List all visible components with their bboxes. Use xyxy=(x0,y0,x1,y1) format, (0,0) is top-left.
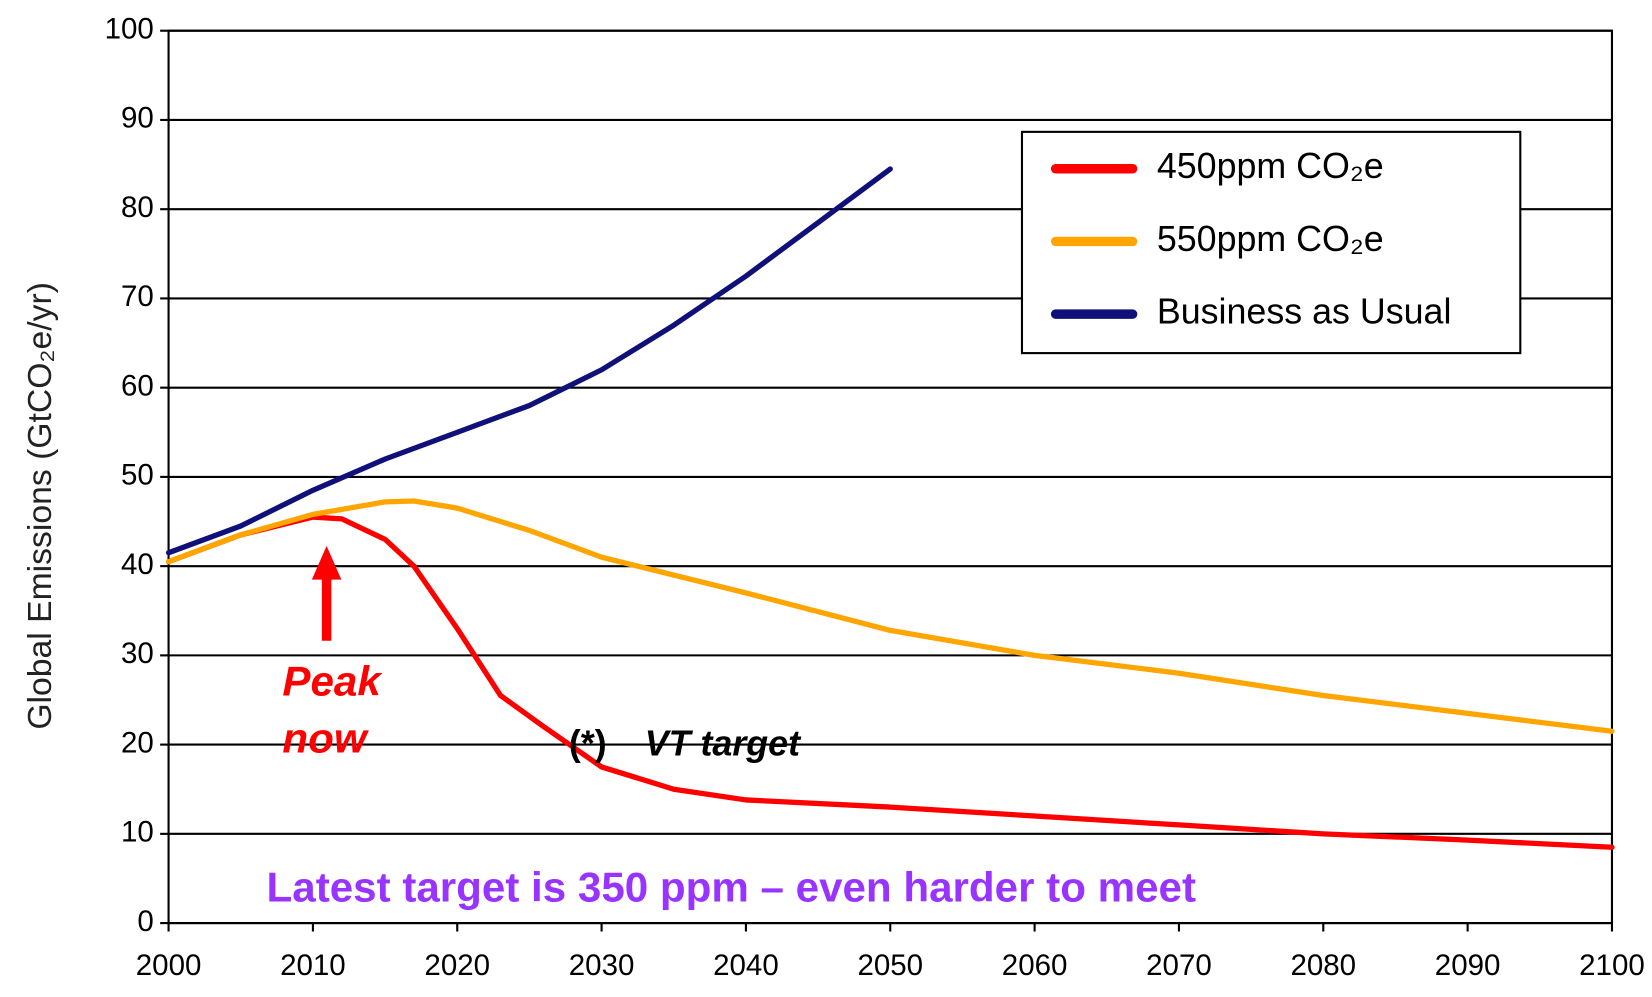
x-tick-label: 2010 xyxy=(280,949,346,982)
y-tick-label: 20 xyxy=(121,726,154,759)
y-tick-label: 10 xyxy=(121,816,154,849)
plot-frame xyxy=(167,29,1614,925)
legend-label: 450ppm CO₂e xyxy=(1157,146,1384,186)
y-tick-label: 90 xyxy=(121,102,154,135)
y-tick-label: 70 xyxy=(121,280,154,313)
y-tick-label: 100 xyxy=(105,13,154,46)
series-line xyxy=(165,514,1615,850)
annotation-box: Peak now xyxy=(282,658,381,762)
x-tick-label: 2080 xyxy=(1290,949,1356,982)
legend: 450ppm CO₂e 550ppm CO₂e Business as Usual xyxy=(1020,130,1522,355)
y-tick-label: 30 xyxy=(121,637,154,670)
annotation: (*) xyxy=(569,724,607,764)
annotation: VT target xyxy=(645,724,802,764)
x-tick-label: 2070 xyxy=(1146,949,1212,982)
legend-label: 550ppm CO₂e xyxy=(1157,219,1384,259)
x-tick-label: 2060 xyxy=(1002,949,1068,982)
x-tick-label: 2000 xyxy=(136,949,202,982)
annotation: Peak now xyxy=(282,658,381,762)
x-tick-label: 2090 xyxy=(1435,949,1501,982)
series-line xyxy=(165,166,893,556)
y-tick-label: 0 xyxy=(137,905,153,938)
y-tick-label: 50 xyxy=(121,459,154,492)
x-tick-label: 2050 xyxy=(857,949,923,982)
y-axis-label: Global Emissions (GtCO₂e/yr) xyxy=(21,282,59,730)
y-tick-label: 40 xyxy=(121,548,154,581)
x-tick-label: 2030 xyxy=(569,949,635,982)
arrow-head xyxy=(311,545,342,580)
legend-label: Business as Usual xyxy=(1157,292,1452,332)
x-tick-label: 2100 xyxy=(1579,949,1645,982)
x-tick-label: 2040 xyxy=(713,949,779,982)
y-tick-label: 60 xyxy=(121,369,154,402)
series-line xyxy=(165,498,1615,734)
x-tick-label: 2020 xyxy=(424,949,490,982)
y-tick-label: 80 xyxy=(121,191,154,224)
annotation: Latest target is 350 ppm – even harder t… xyxy=(267,864,1196,911)
